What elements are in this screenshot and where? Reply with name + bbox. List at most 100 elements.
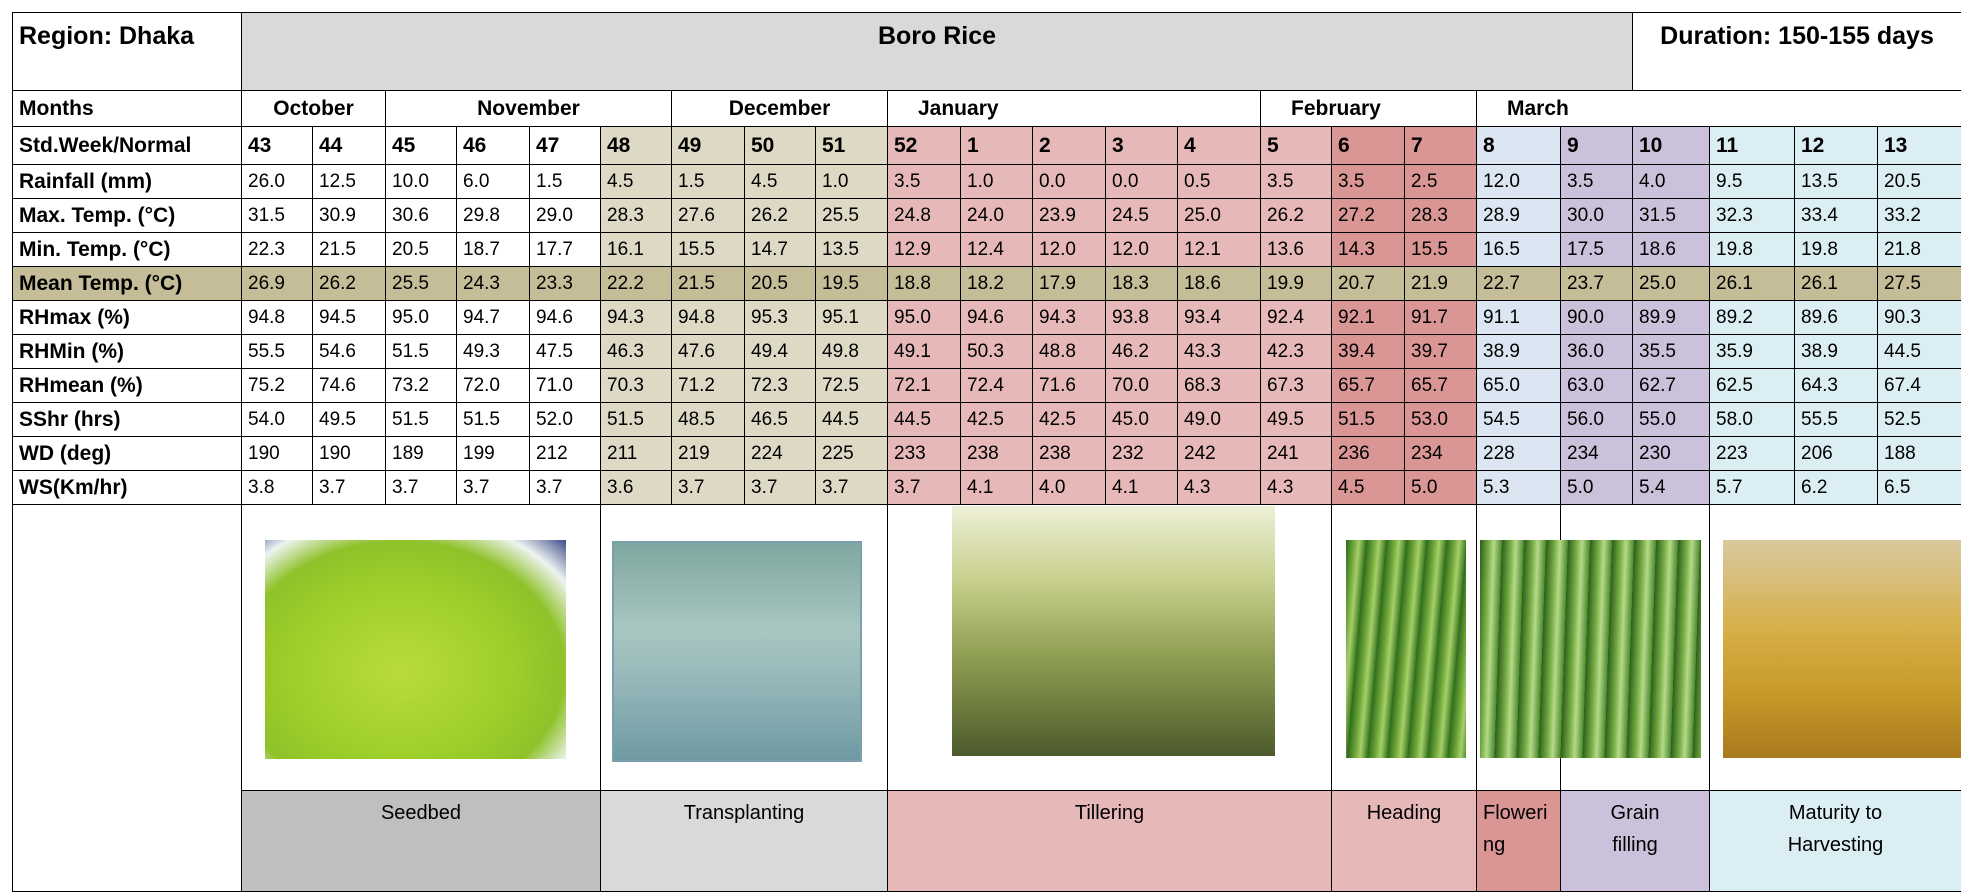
value-cell: 18.6	[1177, 266, 1261, 301]
value-cell: 49.4	[744, 334, 816, 369]
value-cell-text: 72.1	[894, 374, 931, 396]
value-cell-text: 26.9	[248, 272, 285, 294]
week-cell-text: 52	[894, 133, 918, 157]
value-cell: 26.1	[1794, 266, 1878, 301]
value-cell: 24.0	[960, 198, 1033, 233]
value-cell: 32.3	[1709, 198, 1795, 233]
stage-label: Grain filling	[1560, 790, 1710, 892]
value-cell: 199	[456, 436, 530, 471]
value-cell-text: 42.3	[1267, 340, 1304, 362]
value-cell: 3.7	[815, 470, 888, 505]
value-cell-text: 228	[1483, 442, 1515, 464]
value-cell: 94.5	[312, 300, 386, 335]
row-label-text: Max. Temp. (°C)	[19, 203, 176, 227]
value-cell: 12.0	[1476, 164, 1561, 199]
value-cell-text: 225	[822, 442, 854, 464]
value-cell-text: 12.9	[894, 238, 931, 260]
row-label: WS(Km/hr)	[12, 470, 242, 505]
value-cell-text: 92.1	[1338, 306, 1375, 328]
value-cell: 3.7	[529, 470, 601, 505]
value-cell-text: 42.5	[1039, 408, 1076, 430]
value-cell-text: 90.0	[1567, 306, 1604, 328]
value-cell-text: 65.0	[1483, 374, 1520, 396]
stage-label-text: Transplanting	[683, 802, 805, 824]
value-cell: 31.5	[241, 198, 313, 233]
value-cell-text: 95.3	[751, 306, 788, 328]
week-cell: 8	[1476, 126, 1561, 165]
value-cell-text: 31.5	[1639, 204, 1676, 226]
value-cell: 62.7	[1632, 368, 1710, 403]
value-cell-text: 238	[967, 442, 999, 464]
value-cell: 12.5	[312, 164, 386, 199]
value-cell: 20.5	[385, 232, 457, 267]
value-cell: 3.7	[671, 470, 745, 505]
week-cell-text: 10	[1639, 133, 1663, 157]
value-cell-text: 21.5	[319, 238, 356, 260]
value-cell: 55.0	[1632, 402, 1710, 437]
value-cell: 94.8	[241, 300, 313, 335]
month-cell-text: February	[1291, 96, 1381, 120]
value-cell-text: 44.5	[822, 408, 859, 430]
value-cell: 0.5	[1177, 164, 1261, 199]
value-cell-text: 24.5	[1112, 204, 1149, 226]
value-cell-text: 24.8	[894, 204, 931, 226]
value-cell-text: 4.0	[1639, 170, 1666, 192]
value-cell-text: 13.5	[1801, 170, 1838, 192]
value-cell-text: 49.0	[1184, 408, 1221, 430]
value-cell-text: 4.1	[967, 476, 994, 498]
value-cell-text: 94.8	[248, 306, 285, 328]
value-cell-text: 2.5	[1411, 170, 1438, 192]
seedbed-photo	[265, 540, 566, 759]
value-cell-text: 3.6	[607, 476, 634, 498]
value-cell: 94.3	[1032, 300, 1106, 335]
value-cell-text: 94.8	[678, 306, 715, 328]
value-cell-text: 44.5	[1884, 340, 1921, 362]
value-cell: 94.6	[960, 300, 1033, 335]
value-cell: 31.5	[1632, 198, 1710, 233]
value-cell-text: 24.0	[967, 204, 1004, 226]
value-cell: 6.0	[456, 164, 530, 199]
row-label-text: Rainfall (mm)	[19, 169, 153, 193]
value-cell: 29.8	[456, 198, 530, 233]
value-cell: 228	[1476, 436, 1561, 471]
value-cell: 1.0	[815, 164, 888, 199]
value-cell: 49.1	[887, 334, 961, 369]
value-cell-text: 49.4	[751, 340, 788, 362]
value-cell-text: 0.5	[1184, 170, 1211, 192]
value-cell-text: 25.0	[1639, 272, 1676, 294]
value-cell-text: 242	[1184, 442, 1216, 464]
value-cell: 29.0	[529, 198, 601, 233]
value-cell: 19.8	[1794, 232, 1878, 267]
week-cell-text: 45	[392, 133, 416, 157]
stage-label: Transplanting	[600, 790, 888, 892]
value-cell: 26.2	[1260, 198, 1332, 233]
value-cell-text: 91.1	[1483, 306, 1520, 328]
value-cell: 233	[887, 436, 961, 471]
value-cell-text: 58.0	[1716, 408, 1753, 430]
value-cell: 16.1	[600, 232, 672, 267]
value-cell: 4.5	[600, 164, 672, 199]
value-cell: 232	[1105, 436, 1178, 471]
maturity-photo	[1723, 540, 1961, 758]
value-cell: 30.0	[1560, 198, 1633, 233]
value-cell: 90.0	[1560, 300, 1633, 335]
month-cell-text: November	[477, 96, 580, 120]
value-cell-text: 20.5	[751, 272, 788, 294]
value-cell-text: 1.5	[678, 170, 705, 192]
value-cell: 93.8	[1105, 300, 1178, 335]
value-cell: 3.5	[1331, 164, 1405, 199]
value-cell-text: 224	[751, 442, 783, 464]
value-cell: 10.0	[385, 164, 457, 199]
value-cell: 230	[1632, 436, 1710, 471]
value-cell-text: 3.8	[248, 476, 275, 498]
value-cell: 49.5	[312, 402, 386, 437]
value-cell-text: 54.0	[248, 408, 285, 430]
week-cell-text: 44	[319, 133, 343, 157]
value-cell: 33.4	[1794, 198, 1878, 233]
value-cell-text: 42.5	[967, 408, 1004, 430]
value-cell-text: 72.0	[463, 374, 500, 396]
value-cell-text: 233	[894, 442, 926, 464]
value-cell-text: 25.0	[1184, 204, 1221, 226]
value-cell: 4.3	[1260, 470, 1332, 505]
value-cell-text: 62.5	[1716, 374, 1753, 396]
